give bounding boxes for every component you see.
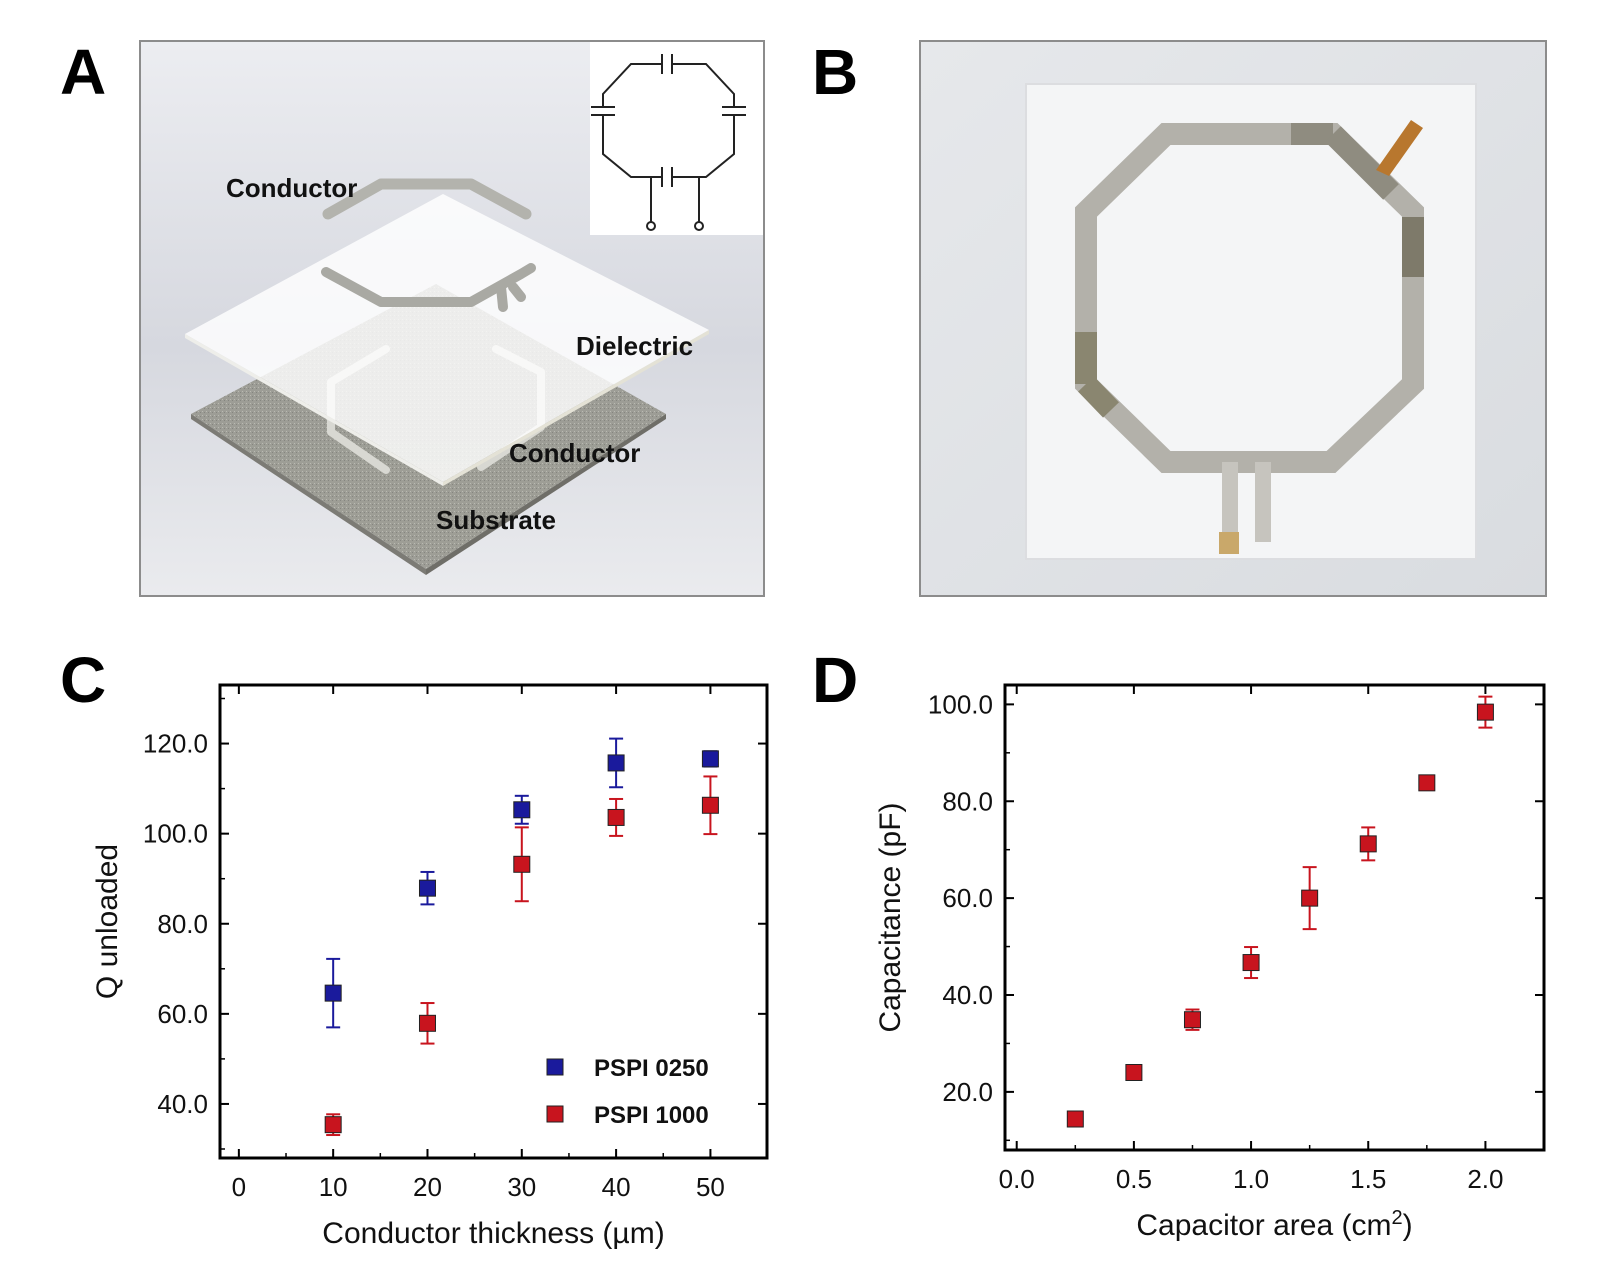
data-point [1125, 1064, 1143, 1081]
y-tick-label: 100.0 [928, 689, 993, 719]
x-tick-label: 10 [319, 1172, 348, 1202]
y-tick-label: 60.0 [942, 883, 993, 913]
x-tick-label: 1.0 [1233, 1164, 1269, 1194]
panel-label-d: D [812, 644, 859, 716]
x-axis-label: Conductor thickness (µm) [322, 1217, 664, 1250]
legend-marker [546, 1105, 564, 1123]
panel-label-a: A [60, 36, 107, 108]
data-point [1301, 889, 1319, 907]
x-tick-label: 0 [232, 1172, 246, 1202]
data-point [1066, 1110, 1084, 1128]
data-point [607, 754, 625, 772]
data-point [701, 750, 719, 768]
printed-coil-photo [921, 42, 1545, 595]
x-tick-label: 2.0 [1467, 1164, 1503, 1194]
label-conductor-top: Conductor [226, 173, 357, 203]
data-point [513, 801, 531, 819]
data-point [1359, 835, 1377, 853]
y-tick-label: 40.0 [942, 980, 993, 1010]
x-tick-label: 1.5 [1350, 1164, 1386, 1194]
data-point [1476, 703, 1494, 721]
x-axis-label-superscript: 2 [1391, 1207, 1402, 1229]
x-tick-label: 20 [413, 1172, 442, 1202]
data-point [1418, 774, 1436, 792]
circuit-schematic-inset [590, 42, 763, 235]
x-tick-label: 0.5 [1116, 1164, 1152, 1194]
layer-stack-illustration: Conductor Dielectric Conductor Substrate [141, 42, 763, 595]
panel-label-c: C [60, 644, 107, 716]
y-tick-label: 80.0 [942, 786, 993, 816]
y-axis-label: Capacitance (pF) [874, 802, 907, 1032]
plot-frame [218, 683, 769, 1160]
x-tick-label: 50 [696, 1172, 725, 1202]
data-point [324, 1116, 342, 1134]
label-conductor-bottom: Conductor [509, 438, 640, 468]
data-point [607, 808, 625, 826]
x-tick-label: 0.0 [999, 1164, 1035, 1194]
legend-marker [546, 1058, 564, 1076]
printed-substrate [1025, 83, 1477, 560]
panel-a-schematic: Conductor Dielectric Conductor Substrate [139, 40, 765, 597]
dielectric-layer [185, 194, 709, 486]
data-point [701, 796, 719, 814]
chart-c-q-unloaded: 0 10 20 30 40 50 40.0 60.0 80.0 100.0 120.0 Conduct… [91, 683, 769, 1250]
label-substrate: Substrate [436, 505, 556, 535]
y-tick-label: 60.0 [157, 999, 208, 1029]
legend-label: PSPI 1000 [594, 1102, 709, 1129]
y-tick-label: 120.0 [143, 729, 208, 759]
plot-frame [1003, 683, 1546, 1152]
x-tick-label: 30 [507, 1172, 536, 1202]
data-point [513, 855, 531, 873]
data-point [418, 879, 436, 897]
chart-d-capacitance: 0.0 0.5 1.0 1.5 2.0 20.0 40.0 60.0 80.0 100.0 Capa… [874, 683, 1546, 1242]
panel-b-photo [919, 40, 1547, 597]
y-axis-label: Q unloaded [91, 844, 124, 999]
panel-label-b: B [812, 36, 859, 108]
y-tick-label: 80.0 [157, 909, 208, 939]
data-point [324, 984, 342, 1002]
copper-tab [1376, 120, 1423, 176]
y-tick-label: 20.0 [942, 1077, 993, 1107]
x-tick-label: 40 [602, 1172, 631, 1202]
label-dielectric: Dielectric [576, 331, 693, 361]
data-point [1242, 954, 1260, 972]
legend-label: PSPI 0250 [594, 1055, 709, 1082]
middle-conductor-trace [321, 263, 536, 312]
data-point [1183, 1011, 1201, 1029]
y-tick-label: 100.0 [143, 819, 208, 849]
y-tick-label: 40.0 [157, 1089, 208, 1119]
x-axis-label-close: ) [1403, 1209, 1413, 1242]
x-axis-label: Capacitor area (cm2) [1136, 1207, 1412, 1242]
top-conductor-trace [322, 178, 532, 220]
data-point [418, 1014, 436, 1032]
